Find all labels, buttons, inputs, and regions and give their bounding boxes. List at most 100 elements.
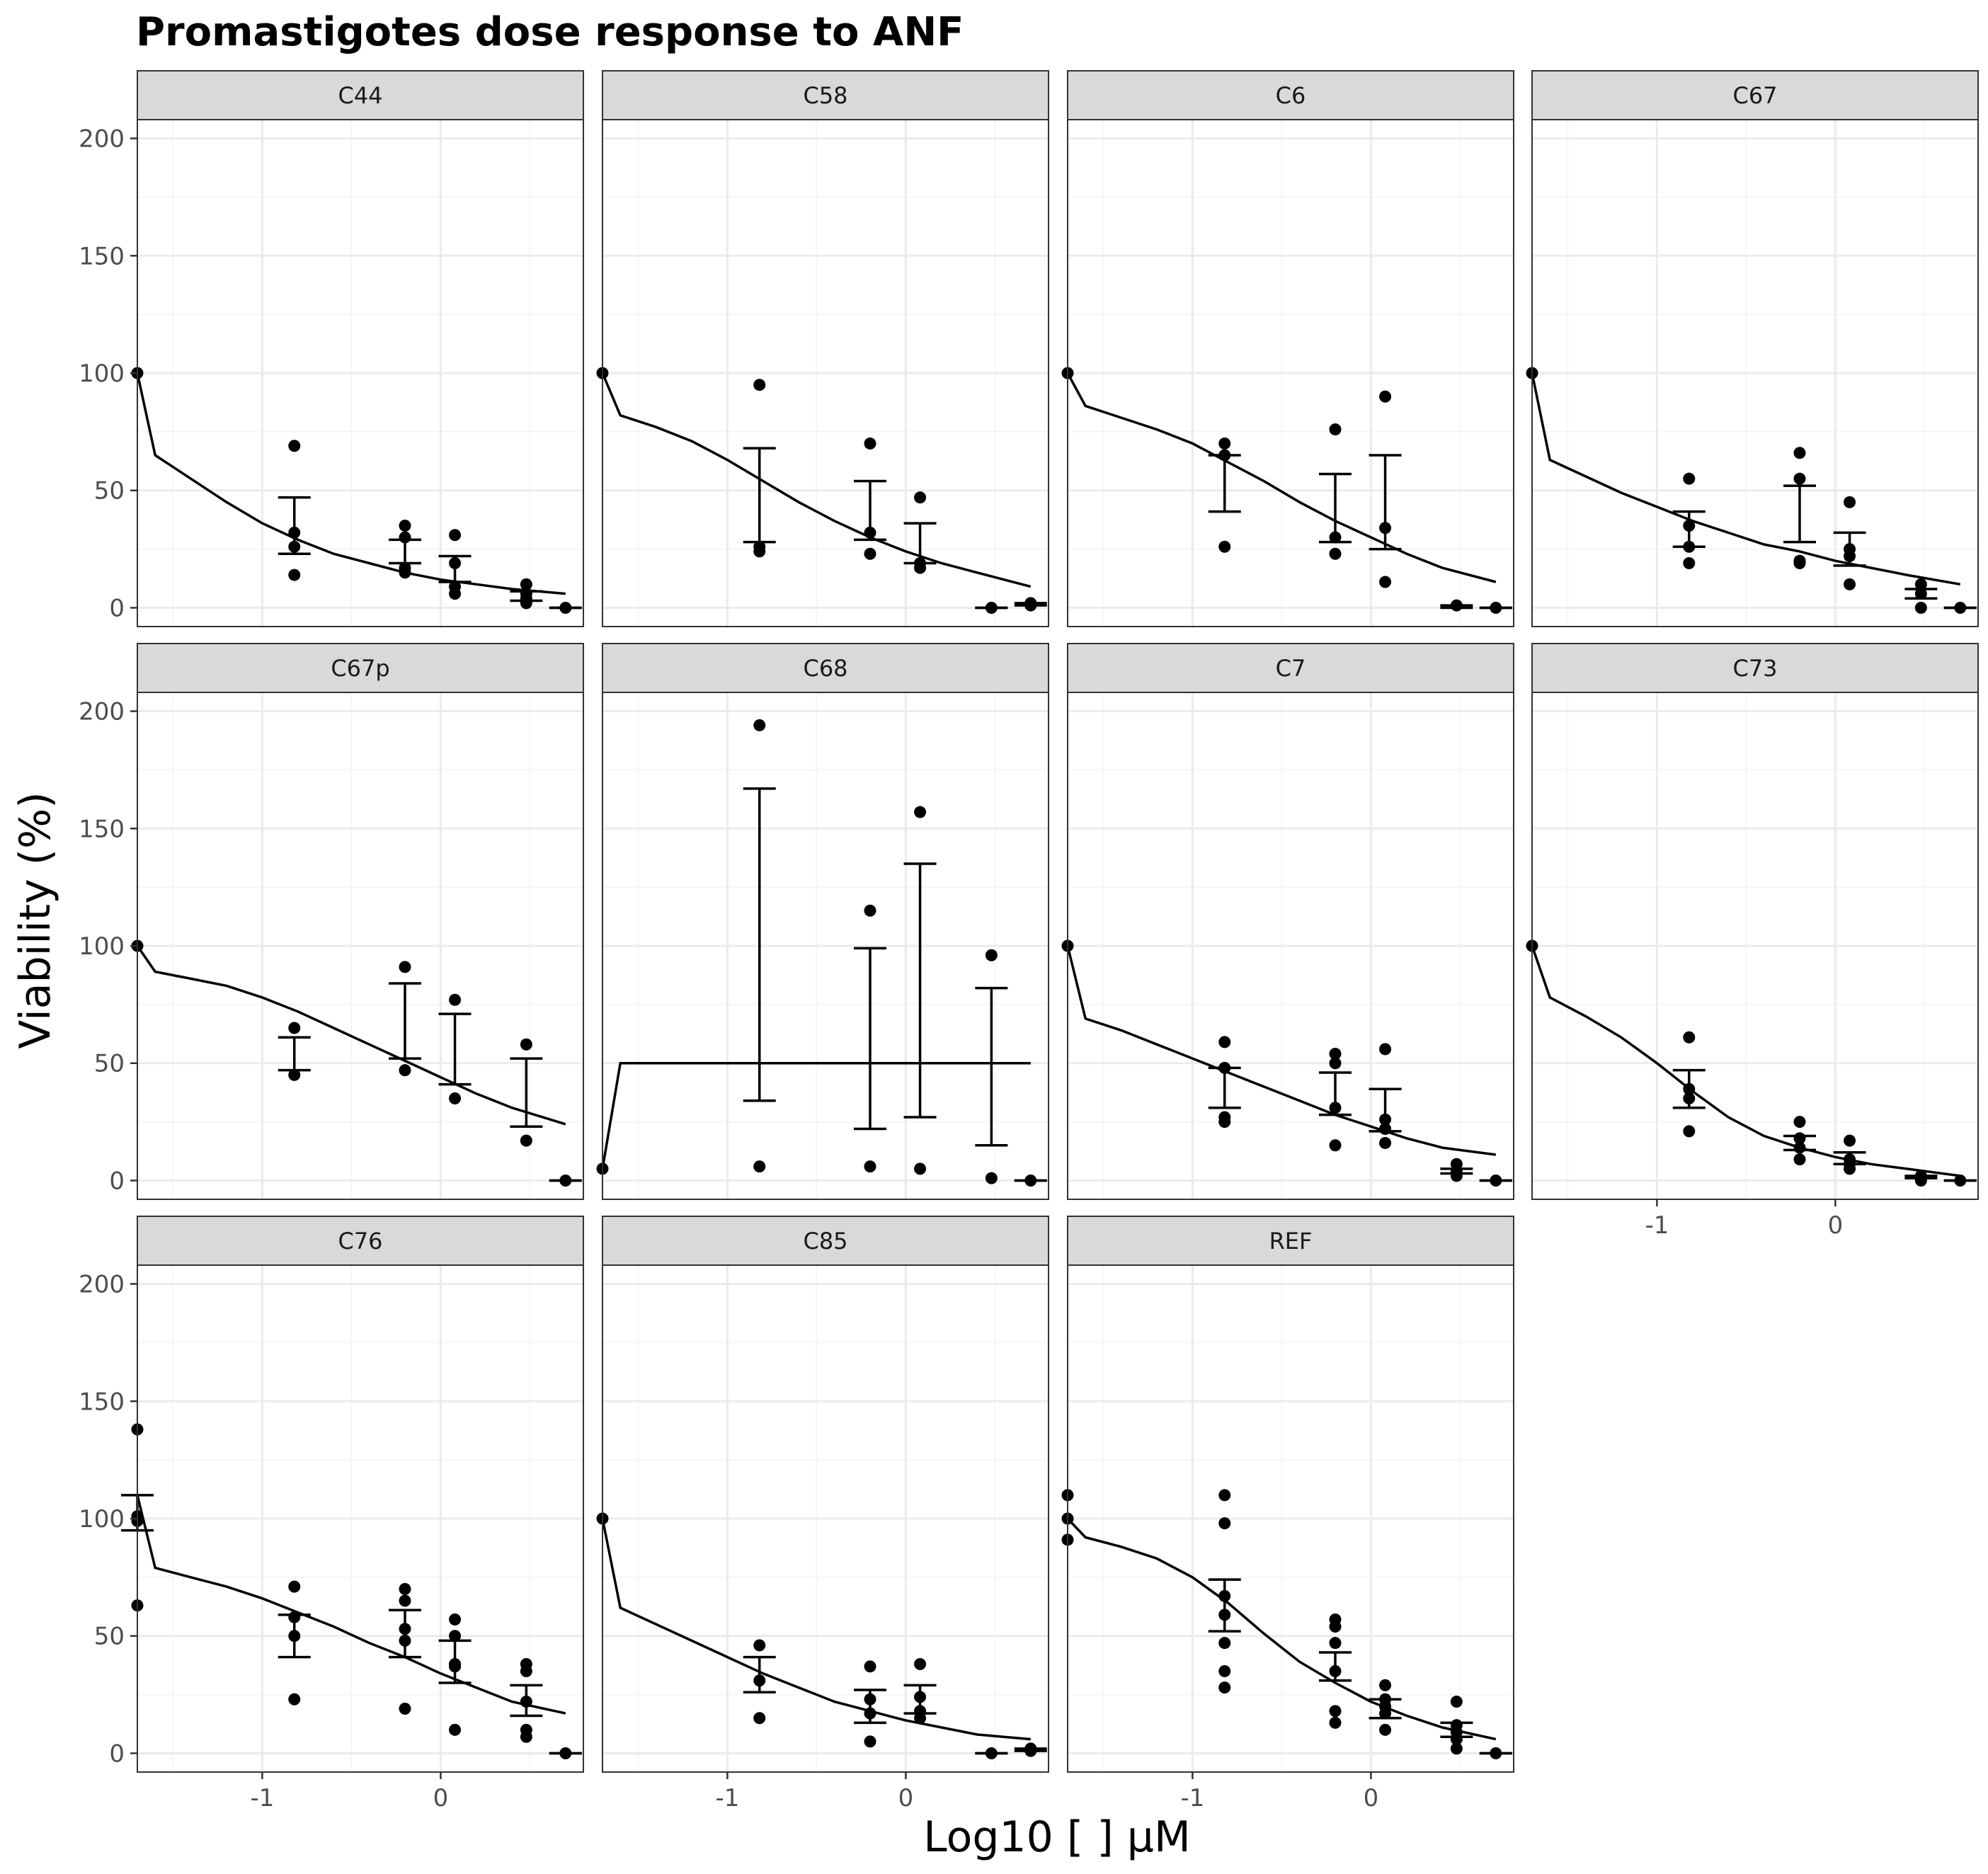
facet-strip-label: C67 bbox=[1732, 82, 1777, 109]
data-point bbox=[1024, 1174, 1037, 1187]
data-point bbox=[753, 1639, 766, 1652]
y-tick-label: 150 bbox=[79, 242, 125, 270]
y-tick-label: 200 bbox=[79, 698, 125, 726]
data-point bbox=[1379, 1113, 1392, 1126]
data-point bbox=[1683, 1031, 1696, 1044]
data-point bbox=[1793, 557, 1806, 569]
facet-strip-label: C68 bbox=[803, 655, 847, 682]
panel-border bbox=[1531, 119, 1979, 627]
data-point bbox=[914, 561, 927, 574]
data-point bbox=[399, 1634, 411, 1647]
data-point bbox=[864, 1160, 876, 1173]
y-tick-label: 150 bbox=[79, 1388, 125, 1416]
data-point bbox=[449, 529, 462, 542]
data-point bbox=[1844, 578, 1856, 590]
data-point bbox=[1218, 1036, 1231, 1049]
data-point bbox=[399, 531, 411, 544]
data-point bbox=[1218, 1116, 1231, 1129]
data-point bbox=[753, 1674, 766, 1687]
data-point bbox=[288, 540, 301, 553]
data-point bbox=[449, 1613, 462, 1626]
fit-curve bbox=[1531, 372, 1961, 586]
data-point bbox=[1379, 522, 1392, 535]
data-point bbox=[520, 1730, 532, 1743]
data-point bbox=[1218, 437, 1231, 450]
data-point bbox=[520, 1664, 532, 1677]
y-tick-label: 100 bbox=[79, 1505, 125, 1533]
data-point bbox=[1329, 1620, 1342, 1633]
facet-strip bbox=[602, 70, 1049, 120]
y-tick-label: 0 bbox=[109, 1739, 125, 1768]
fit-curve bbox=[1066, 372, 1497, 583]
data-point bbox=[520, 578, 532, 590]
data-point bbox=[1218, 1589, 1231, 1602]
fit-curve bbox=[136, 372, 566, 595]
data-point bbox=[914, 1162, 927, 1175]
data-point bbox=[1218, 449, 1231, 462]
data-point bbox=[864, 526, 876, 539]
data-point bbox=[753, 1712, 766, 1725]
y-tick-label: 100 bbox=[79, 360, 125, 388]
data-point bbox=[399, 566, 411, 579]
facet-panel: C76 0 50 100 150 200 -1 0 bbox=[79, 1216, 584, 1812]
y-tick-label: 50 bbox=[94, 1050, 125, 1078]
facet-strip-label: C76 bbox=[338, 1228, 382, 1255]
y-tick-label: 50 bbox=[94, 477, 125, 505]
panel-border bbox=[602, 1264, 1049, 1773]
panel-border bbox=[1067, 119, 1514, 627]
panel-border bbox=[1067, 1264, 1514, 1773]
data-point bbox=[753, 379, 766, 392]
y-tick-label: 200 bbox=[79, 125, 125, 154]
facet-panel: C67 bbox=[1526, 70, 1979, 627]
data-point bbox=[1490, 601, 1502, 614]
facet-panel: C58 bbox=[596, 70, 1049, 627]
fit-curve bbox=[601, 1518, 1031, 1741]
data-point bbox=[399, 961, 411, 973]
data-point bbox=[1683, 1092, 1696, 1104]
y-tick-label: 0 bbox=[109, 1167, 125, 1195]
data-point bbox=[864, 1707, 876, 1720]
data-point bbox=[1329, 531, 1342, 544]
data-point bbox=[288, 1580, 301, 1593]
x-tick-label: -1 bbox=[1645, 1211, 1669, 1240]
data-point bbox=[1450, 599, 1463, 612]
y-tick-label: 50 bbox=[94, 1623, 125, 1651]
data-point bbox=[559, 1747, 572, 1759]
x-tick-label: -1 bbox=[715, 1784, 739, 1812]
facet-strip bbox=[602, 1216, 1049, 1266]
data-point bbox=[1844, 496, 1856, 508]
data-point bbox=[914, 1712, 927, 1725]
data-point bbox=[520, 597, 532, 610]
data-point bbox=[449, 588, 462, 600]
data-point bbox=[1379, 576, 1392, 588]
data-point bbox=[1218, 1489, 1231, 1502]
x-tick-label: 0 bbox=[433, 1784, 449, 1812]
data-point bbox=[288, 569, 301, 581]
data-point bbox=[1329, 1664, 1342, 1677]
data-point bbox=[1914, 1174, 1927, 1187]
facet-strip-label: C44 bbox=[338, 82, 382, 109]
data-point bbox=[1844, 1162, 1856, 1175]
x-axis-title: Log10 [ ] µM bbox=[923, 1812, 1191, 1862]
data-point bbox=[1329, 547, 1342, 560]
x-tick-label: -1 bbox=[1180, 1784, 1204, 1812]
data-point bbox=[1218, 1637, 1231, 1650]
data-point bbox=[1450, 1170, 1463, 1182]
data-point bbox=[753, 1160, 766, 1173]
data-point bbox=[1490, 1747, 1502, 1759]
data-point bbox=[399, 1064, 411, 1077]
data-point bbox=[520, 1038, 532, 1051]
data-point bbox=[1914, 601, 1927, 614]
facet-panel: C7 bbox=[1061, 643, 1514, 1200]
data-point bbox=[1844, 550, 1856, 563]
facet-strip bbox=[1067, 1216, 1514, 1266]
data-point bbox=[1329, 1716, 1342, 1729]
fit-curve bbox=[1066, 1517, 1497, 1741]
y-tick-label: 0 bbox=[109, 594, 125, 622]
data-point bbox=[559, 1174, 572, 1187]
data-point bbox=[288, 1630, 301, 1642]
data-point bbox=[914, 1658, 927, 1671]
panel-border bbox=[602, 119, 1049, 627]
data-point bbox=[914, 806, 927, 818]
